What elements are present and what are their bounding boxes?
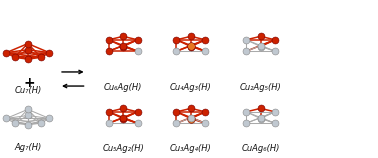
Text: Cu₇(H): Cu₇(H)	[14, 86, 42, 95]
Text: Cu₅Ag₂(H): Cu₅Ag₂(H)	[102, 144, 144, 153]
Text: CuAg₆(H): CuAg₆(H)	[242, 144, 280, 153]
Text: Cu₆Ag(H): Cu₆Ag(H)	[104, 83, 142, 92]
Text: Cu₂Ag₅(H): Cu₂Ag₅(H)	[240, 83, 282, 92]
Text: Ag₇(H): Ag₇(H)	[14, 143, 42, 152]
Text: +: +	[23, 76, 35, 90]
Text: Cu₃Ag₄(H): Cu₃Ag₄(H)	[170, 144, 212, 153]
Text: Cu₄Ag₃(H): Cu₄Ag₃(H)	[170, 83, 212, 92]
